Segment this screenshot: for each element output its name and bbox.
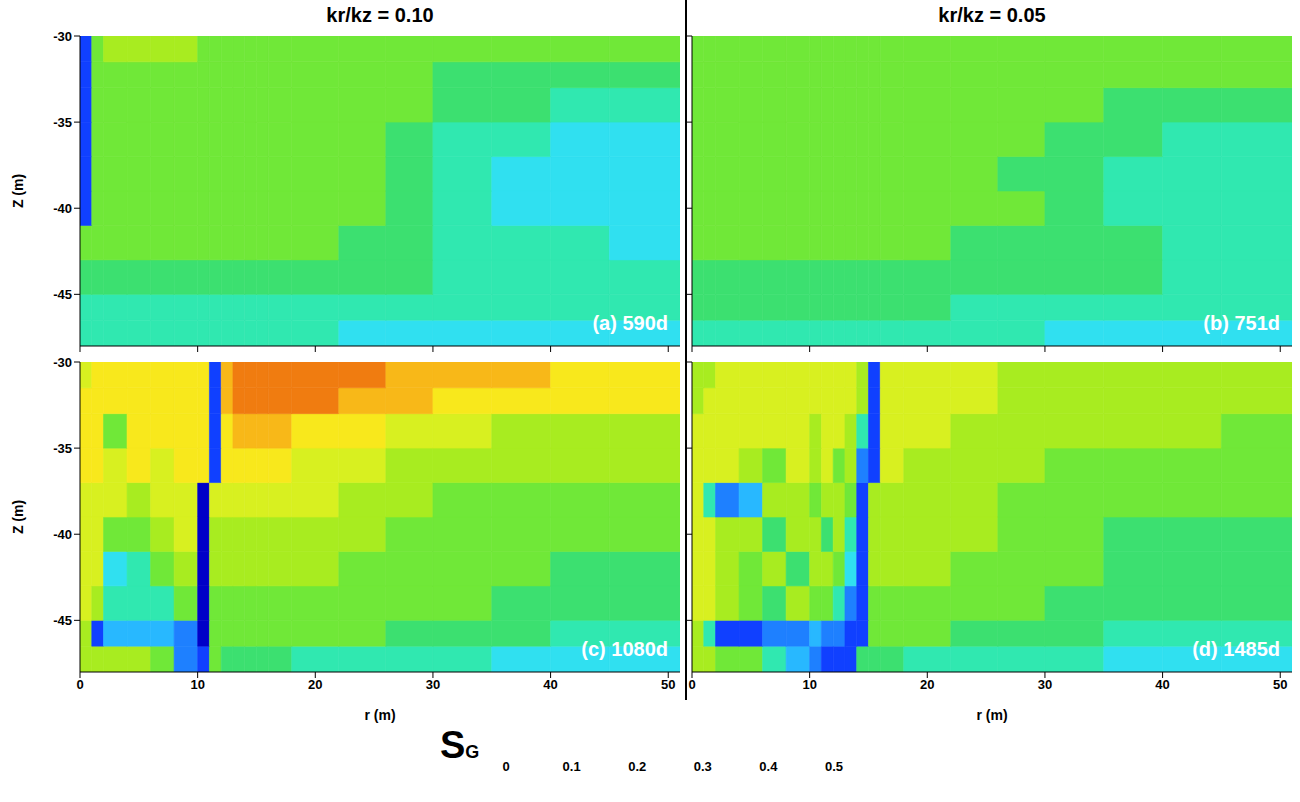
svg-text:r (m): r (m) (976, 707, 1007, 723)
svg-text:0.1: 0.1 (563, 759, 581, 774)
svg-text:-30: -30 (53, 30, 72, 44)
svg-text:-30: -30 (53, 355, 72, 370)
svg-text:50: 50 (661, 677, 675, 692)
svg-text:30: 30 (1038, 677, 1052, 692)
svg-text:0.5: 0.5 (825, 759, 843, 774)
svg-text:-35: -35 (53, 115, 72, 130)
html-text:kr/kz = 0.10: kr/kz = 0.10 (326, 4, 434, 26)
svg-text:r (m): r (m) (364, 707, 395, 723)
svg-text:20: 20 (920, 677, 934, 692)
svg-text:40: 40 (1155, 677, 1169, 692)
svg-text:Z (m): Z (m) (10, 174, 26, 208)
html-text:(d) 1485d: (d) 1485d (1192, 638, 1280, 660)
svg-text:Z (m): Z (m) (10, 500, 26, 534)
svg-text:10: 10 (190, 677, 204, 692)
svg-text:10: 10 (802, 677, 816, 692)
svg-text:0: 0 (76, 677, 83, 692)
html-text:kr/kz = 0.05: kr/kz = 0.05 (938, 4, 1046, 26)
svg-text:0.4: 0.4 (759, 759, 778, 774)
html-text:(b) 751d: (b) 751d (1203, 312, 1280, 334)
svg-text:-40: -40 (53, 201, 72, 216)
svg-text:20: 20 (308, 677, 322, 692)
svg-text:-45: -45 (53, 287, 72, 302)
svg-text:0.2: 0.2 (628, 759, 646, 774)
svg-text:40: 40 (543, 677, 557, 692)
html-text:S: S (440, 724, 466, 766)
svg-text:-35: -35 (53, 441, 72, 456)
svg-text:0.3: 0.3 (694, 759, 712, 774)
html-text:G: G (465, 742, 480, 762)
svg-text:-45: -45 (53, 613, 72, 628)
svg-text:0: 0 (502, 759, 509, 774)
svg-text:0: 0 (688, 677, 695, 692)
html-text:(c) 1080d: (c) 1080d (581, 638, 668, 660)
svg-text:30: 30 (426, 677, 440, 692)
svg-text:50: 50 (1273, 677, 1287, 692)
svg-text:-40: -40 (53, 527, 72, 542)
html-text:(a) 590d: (a) 590d (592, 312, 668, 334)
